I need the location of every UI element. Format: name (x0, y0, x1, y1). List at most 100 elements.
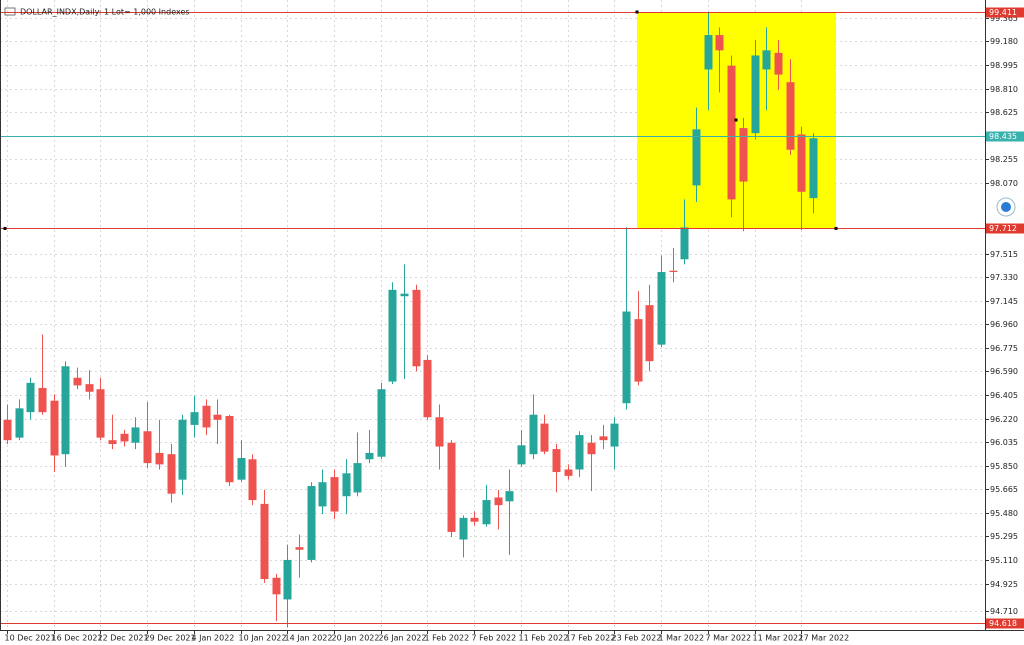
candle-body (388, 289, 397, 382)
x-tick-label: 7 Feb 2022 (472, 634, 517, 643)
anchor-point (834, 226, 838, 230)
y-tick-label: 96.220 (990, 415, 1018, 424)
candle-body (365, 452, 374, 460)
candle-body (202, 405, 211, 428)
y-tick-label: 95.295 (990, 532, 1018, 541)
anchor-point (3, 226, 7, 230)
level-label: 98.435 (989, 132, 1017, 141)
y-tick-label: 99.180 (990, 37, 1018, 46)
x-tick-label: 26 Jan 2022 (379, 634, 427, 643)
candle-body (786, 82, 795, 150)
x-tick-label: 29 Dec 2021 (145, 634, 196, 643)
level-label: 94.618 (989, 619, 1017, 628)
x-tick-label: 10 Jan 2022 (239, 634, 287, 643)
candle-body (120, 433, 129, 442)
candle-body (494, 497, 503, 506)
candle-body (751, 55, 760, 134)
y-tick-label: 97.515 (990, 250, 1018, 259)
y-tick-label: 97.145 (990, 297, 1018, 306)
x-tick-label: 23 Feb 2022 (612, 634, 662, 643)
candle-body (459, 517, 468, 540)
x-tick-label: 7 Mar 2022 (706, 634, 752, 643)
candle-body (295, 547, 304, 550)
candle-body (762, 50, 771, 70)
candle-body (692, 129, 701, 186)
candle-body (155, 452, 164, 465)
candle-body (704, 35, 713, 70)
x-tick-label: 11 Feb 2022 (519, 634, 569, 643)
candle-body (213, 414, 222, 420)
candle-body (645, 305, 654, 362)
candle-body (669, 270, 678, 273)
candle-body (400, 293, 409, 297)
y-tick-label: 98.255 (990, 155, 1018, 164)
candle-body (505, 491, 514, 502)
candle-body (73, 377, 82, 386)
candle-body (774, 52, 783, 75)
candle-body (318, 482, 327, 507)
level-label-box (986, 131, 1024, 142)
candle-body (412, 289, 421, 367)
anchor-point (734, 118, 738, 122)
level-label: 99.411 (989, 8, 1017, 17)
candle-body (435, 417, 444, 447)
candle-body (423, 359, 432, 418)
x-tick-label: 20 Jan 2022 (332, 634, 380, 643)
candle-body (330, 477, 339, 512)
candles (3, 12, 818, 628)
candle-body (248, 459, 257, 501)
candle-body (470, 517, 479, 522)
x-tick-label: 17 Feb 2022 (566, 634, 616, 643)
candle-body (167, 454, 176, 494)
y-tick-label: 99.365 (990, 14, 1018, 23)
candle-body (272, 577, 281, 595)
candle-body (587, 442, 596, 455)
candle-body (96, 389, 105, 438)
x-tick-label: 4 Jan 2022 (192, 634, 235, 643)
y-tick-label: 94.925 (990, 580, 1018, 589)
level-lines (0, 10, 985, 624)
candle-body (575, 435, 584, 470)
candle-body (353, 463, 362, 493)
candle-body (190, 412, 199, 425)
candle-body (657, 272, 666, 345)
y-tick-label: 96.960 (990, 320, 1018, 329)
candle-body (225, 415, 234, 483)
candle-body (15, 408, 24, 438)
level-label-box (986, 7, 1024, 18)
candle-body (38, 387, 47, 413)
candle-body (634, 319, 643, 382)
y-tick-label: 95.850 (990, 462, 1018, 471)
candle-body (529, 414, 538, 455)
y-tick-label: 98.810 (990, 85, 1018, 94)
y-tick-label: 96.405 (990, 391, 1018, 400)
x-tick-label: 10 Dec 2021 (5, 634, 56, 643)
tool-dot[interactable] (1001, 202, 1011, 212)
candle-body (622, 311, 631, 404)
candle-body (307, 486, 316, 560)
candle-body (85, 384, 94, 392)
candle-body (283, 559, 292, 600)
candle-body (552, 449, 561, 473)
symbol-icon (4, 7, 16, 16)
candle-body (564, 469, 573, 476)
chart-tool-icon[interactable] (996, 197, 1016, 217)
y-tick-label: 94.710 (990, 607, 1018, 616)
candle-body (143, 431, 152, 464)
x-tick-label: 11 Mar 2022 (753, 634, 804, 643)
y-tick-label: 95.665 (990, 485, 1018, 494)
candle-body (715, 35, 724, 51)
candle-body (809, 138, 818, 199)
candle-body (108, 440, 117, 445)
x-tick-label: 22 Dec 2021 (98, 634, 149, 643)
candle-body (178, 419, 187, 480)
y-tick-label: 96.590 (990, 367, 1018, 376)
candle-body (131, 427, 140, 443)
candle-body (342, 473, 351, 497)
candle-body (739, 128, 748, 182)
candle-body (540, 423, 549, 452)
candle-body (680, 227, 689, 260)
candle-body (260, 503, 269, 580)
